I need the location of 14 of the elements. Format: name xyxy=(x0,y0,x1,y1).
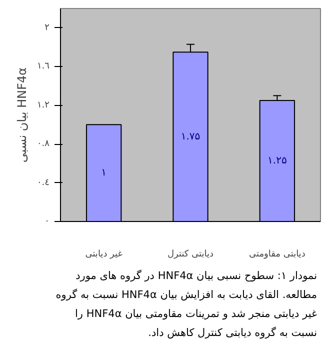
x-tick-label: دیابتی مقاومتی xyxy=(249,250,306,260)
x-tick-label: غیر دیابتی xyxy=(85,250,123,260)
data-label: ۱ xyxy=(101,168,107,179)
y-tick-label: ۰.۸ xyxy=(36,139,50,150)
y-tick-label: ۰ xyxy=(44,216,50,226)
x-tick-label: دیابتی کنترل xyxy=(167,250,214,260)
y-tick-label: ۰.٤ xyxy=(36,178,50,188)
y-tick-label: ۲ xyxy=(44,22,50,33)
data-label: ۱.۲۵ xyxy=(268,155,287,166)
y-axis-title: بیان نسبی HNF4α xyxy=(14,67,29,163)
y-tick-label: ۱.۲ xyxy=(36,100,50,110)
data-label: ۱.۷۵ xyxy=(180,131,200,142)
text: نمودار ۱: سطوح نسبی بیان HNF4α در گروه های مورد مطالعه. القای دیابت به افزایش بیان HNF4α نسبت به گروه غیر دیابتی منجر شد و تمرینات مقاومتی بیان HNF4α را نسبت به گروه دیابتی کنترل کاهش داد. xyxy=(55,268,317,341)
y-tick-label: ۱.٦ xyxy=(36,62,50,72)
